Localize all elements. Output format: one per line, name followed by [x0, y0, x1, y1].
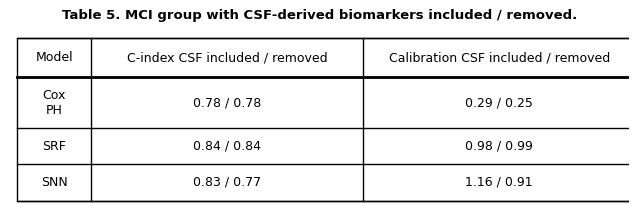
Text: SRF: SRF [42, 140, 66, 153]
Text: SNN: SNN [41, 176, 68, 189]
Text: 0.78 / 0.78: 0.78 / 0.78 [193, 96, 261, 109]
Text: 0.98 / 0.99: 0.98 / 0.99 [465, 140, 533, 153]
Text: 0.83 / 0.77: 0.83 / 0.77 [193, 176, 261, 189]
Text: 1.16 / 0.91: 1.16 / 0.91 [465, 176, 533, 189]
Text: Cox
PH: Cox PH [43, 89, 66, 117]
Text: 0.84 / 0.84: 0.84 / 0.84 [193, 140, 261, 153]
Text: Calibration CSF included / removed: Calibration CSF included / removed [388, 51, 610, 64]
Bar [17, 38, 635, 201]
Text: Table 5. MCI group with CSF-derived biomarkers included / removed.: Table 5. MCI group with CSF-derived biom… [62, 9, 578, 22]
Text: Model: Model [35, 51, 73, 64]
Text: 0.29 / 0.25: 0.29 / 0.25 [465, 96, 533, 109]
Text: C-index CSF included / removed: C-index CSF included / removed [127, 51, 328, 64]
